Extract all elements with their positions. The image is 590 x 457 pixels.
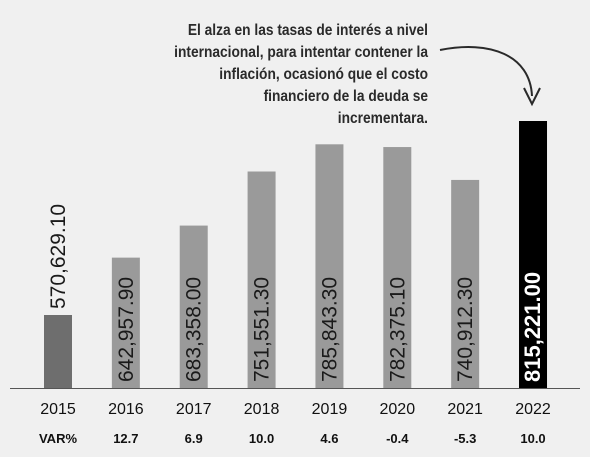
- var-value: 4.6: [320, 431, 338, 446]
- var-value: 6.9: [185, 431, 203, 446]
- chart-annotation: El alza en las tasas de interés a nivel …: [174, 22, 428, 127]
- x-tick-label: 2019: [312, 401, 348, 418]
- annotation-arrow: [439, 46, 533, 97]
- bar: [111, 257, 140, 388]
- var-value: 12.7: [113, 431, 138, 446]
- data-label: 782,375.10: [386, 277, 409, 382]
- data-label: 570,629.10: [47, 204, 70, 309]
- bar: [179, 225, 208, 388]
- x-tick-label: 2022: [515, 401, 551, 418]
- bar: [383, 147, 412, 388]
- data-label: 642,957.90: [115, 277, 138, 382]
- var-value: -5.3: [454, 431, 476, 446]
- data-label: 751,551.30: [251, 277, 274, 382]
- arrow-head-icon: [523, 87, 541, 107]
- bar: [44, 315, 72, 388]
- data-label: 683,358.00: [183, 277, 206, 382]
- var-value: -0.4: [386, 431, 409, 446]
- bar: [315, 144, 344, 388]
- x-tick-label: 2017: [176, 401, 212, 418]
- var-value: 10.0: [249, 431, 274, 446]
- x-tick-label: 2020: [380, 401, 416, 418]
- bar: [451, 179, 480, 388]
- data-label: 815,221.00: [520, 272, 545, 382]
- data-label: 785,843.30: [318, 277, 341, 382]
- bar: [247, 171, 276, 388]
- var-label: VAR%: [39, 431, 77, 446]
- x-tick-label: 2015: [40, 401, 76, 418]
- x-tick-label: 2018: [244, 401, 280, 418]
- bar: [519, 121, 548, 388]
- var-value: 10.0: [520, 431, 545, 446]
- x-tick-label: 2016: [108, 401, 144, 418]
- data-label: 740,912.30: [454, 277, 477, 382]
- x-tick-label: 2021: [447, 401, 483, 418]
